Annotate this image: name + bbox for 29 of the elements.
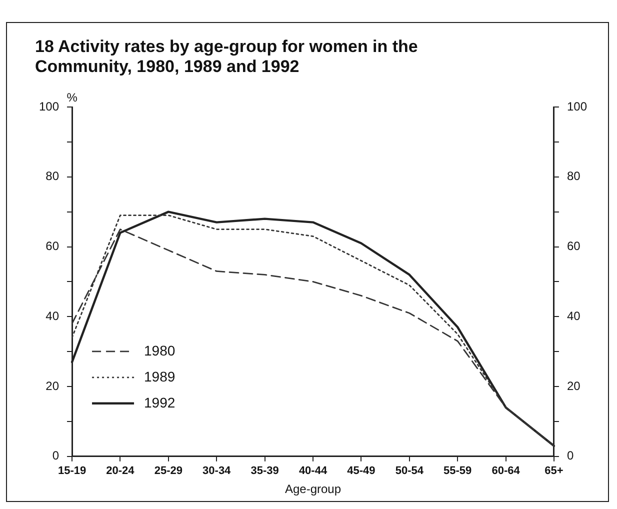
x-tick-label: 65+: [544, 465, 564, 478]
y-tick-label: 100: [38, 99, 60, 114]
y-tick-label: 0: [52, 448, 60, 463]
y-axis-title: %: [66, 90, 78, 104]
y2-tick-label: 20: [566, 378, 581, 393]
x-tick-label: 25-29: [154, 465, 182, 478]
x-tick-label: 60-64: [492, 465, 521, 478]
x-tick-label: 40-44: [298, 465, 328, 478]
y-tick-label: 80: [46, 169, 60, 184]
y2-tick-label: 0: [566, 448, 574, 463]
x-tick-label: 50-54: [395, 465, 424, 478]
y2-tick-label: 80: [566, 169, 581, 184]
legend-label: 1989: [144, 368, 176, 384]
y2-tick-label: 100: [566, 99, 588, 114]
x-tick-label: 55-59: [444, 465, 472, 478]
y2-tick-label: 60: [566, 239, 581, 254]
chart-title: 18 Activity rates by age-group for women in the Community, 1980, 1989 and 1992: [35, 37, 419, 77]
x-tick-label: 20-24: [106, 465, 136, 478]
x-tick-label: 35-39: [250, 465, 279, 478]
x-axis-title: Age-group: [284, 482, 342, 496]
y-tick-label: 40: [46, 308, 60, 323]
y-tick-label: 20: [46, 378, 60, 393]
legend-label: 1980: [144, 342, 176, 358]
x-tick-label: 30-34: [202, 465, 232, 478]
x-tick-label: 15-19: [58, 465, 86, 478]
y2-tick-label: 40: [566, 308, 581, 323]
legend-label: 1992: [144, 394, 176, 410]
x-tick-label: 45-49: [347, 465, 376, 478]
y-tick-label: 60: [46, 239, 60, 254]
